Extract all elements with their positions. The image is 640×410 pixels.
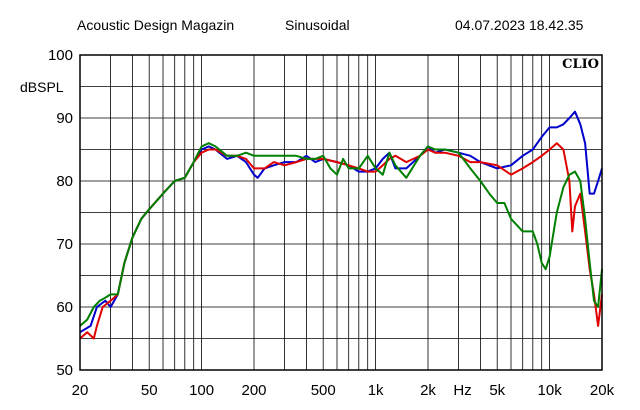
brand-label: CLIO bbox=[562, 57, 599, 72]
series-line bbox=[79, 142, 603, 340]
x-tick-label: 20k bbox=[590, 382, 615, 399]
plot-frame bbox=[79, 54, 603, 371]
x-tick-label: 2k bbox=[420, 382, 436, 399]
chart-grid bbox=[79, 54, 603, 371]
y-tick-label: 60 bbox=[56, 299, 73, 316]
y-tick-label: 90 bbox=[56, 110, 73, 127]
x-tick-label: 200 bbox=[241, 382, 266, 399]
publisher-label: Acoustic Design Magazin bbox=[77, 17, 235, 33]
x-tick-label: 5k bbox=[489, 382, 505, 399]
y-tick-label: 100 bbox=[48, 47, 73, 64]
series-line bbox=[79, 110, 603, 334]
x-tick-label: 20 bbox=[72, 382, 89, 399]
series-line bbox=[79, 142, 603, 327]
mode-label: Sinusoidal bbox=[285, 17, 350, 33]
x-tick-labels: 20 50 100 200 500 1k 2k 5k 10k 20k Hz bbox=[72, 382, 615, 399]
x-tick-label: 50 bbox=[141, 382, 158, 399]
y-axis-label: dBSPL bbox=[20, 79, 64, 95]
x-tick-label: 100 bbox=[189, 382, 214, 399]
y-tick-label: 50 bbox=[56, 362, 73, 379]
timestamp-label: 04.07.2023 18.42.35 bbox=[455, 17, 584, 33]
y-tick-label: 80 bbox=[56, 173, 73, 190]
chart-series bbox=[79, 110, 603, 340]
y-tick-labels: 50 60 70 80 90 100 bbox=[48, 47, 73, 379]
x-axis-label: Hz bbox=[453, 382, 471, 399]
x-tick-label: 1k bbox=[368, 382, 384, 399]
x-tick-label: 10k bbox=[538, 382, 563, 399]
y-tick-label: 70 bbox=[56, 236, 73, 253]
x-tick-label: 500 bbox=[311, 382, 336, 399]
